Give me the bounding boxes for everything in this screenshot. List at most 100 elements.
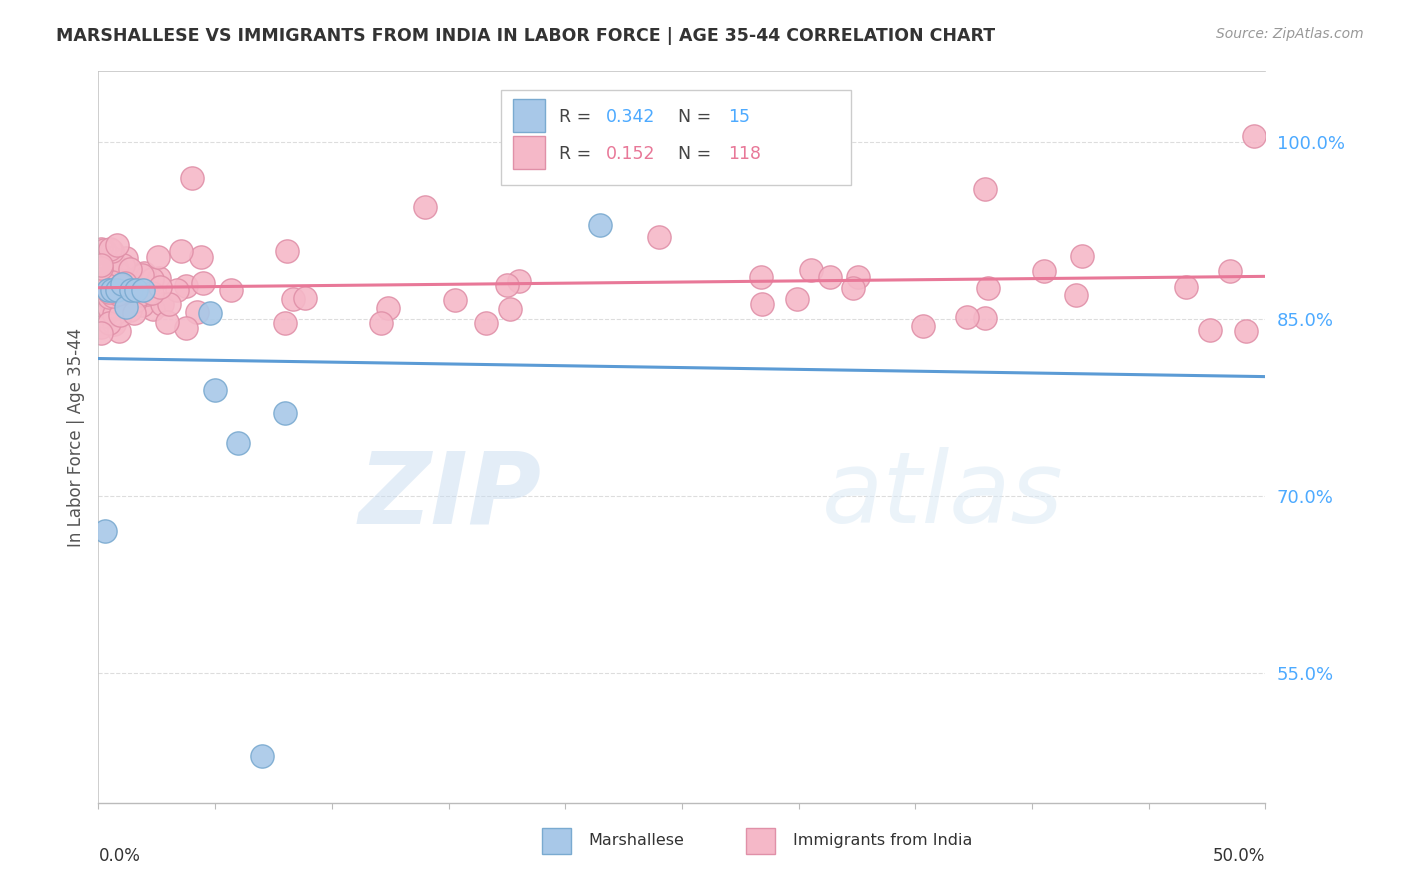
- Point: [125, 283, 148, 297]
- Text: 118: 118: [728, 145, 762, 163]
- Point: [105, 283, 128, 297]
- Point: [115, 285, 138, 300]
- Point: [191, 276, 214, 290]
- Point: [786, 293, 808, 307]
- Point: [276, 244, 298, 259]
- Point: [1066, 288, 1088, 302]
- Point: [112, 258, 135, 272]
- Point: [176, 278, 198, 293]
- Text: MARSHALLESE VS IMMIGRANTS FROM INDIA IN LABOR FORCE | AGE 35-44 CORRELATION CHAR: MARSHALLESE VS IMMIGRANTS FROM INDIA IN …: [56, 27, 995, 45]
- Point: [377, 301, 399, 315]
- Point: [97, 262, 120, 277]
- Point: [131, 298, 153, 312]
- Point: [96, 277, 118, 292]
- Point: [589, 218, 612, 232]
- Point: [107, 277, 129, 292]
- Point: [274, 407, 297, 421]
- Point: [98, 293, 121, 308]
- Point: [156, 315, 179, 329]
- Point: [174, 320, 197, 334]
- Text: Immigrants from India: Immigrants from India: [793, 833, 972, 848]
- Point: [90, 279, 112, 293]
- Text: Marshallese: Marshallese: [589, 833, 685, 848]
- Point: [142, 301, 165, 316]
- Point: [115, 301, 138, 315]
- Point: [94, 524, 117, 539]
- Point: [105, 260, 128, 274]
- Point: [157, 297, 180, 311]
- Point: [846, 269, 869, 284]
- Point: [370, 317, 392, 331]
- Point: [818, 270, 841, 285]
- Point: [1234, 324, 1257, 338]
- Point: [1219, 264, 1241, 278]
- Point: [751, 297, 773, 311]
- Point: [974, 311, 997, 326]
- Point: [107, 285, 129, 300]
- Point: [1033, 263, 1056, 277]
- Point: [141, 272, 163, 286]
- Point: [104, 301, 127, 316]
- Point: [107, 266, 129, 280]
- Point: [90, 243, 112, 257]
- Point: [122, 306, 145, 320]
- Point: [90, 260, 112, 275]
- Text: N =: N =: [679, 109, 717, 127]
- Text: R =: R =: [560, 145, 598, 163]
- Point: [101, 275, 124, 289]
- FancyBboxPatch shape: [513, 136, 546, 169]
- Point: [281, 292, 304, 306]
- Text: R =: R =: [560, 109, 598, 127]
- Text: 0.0%: 0.0%: [98, 847, 141, 864]
- Point: [91, 268, 114, 282]
- Point: [180, 170, 202, 185]
- Point: [508, 274, 530, 288]
- Point: [1175, 279, 1198, 293]
- Point: [974, 182, 997, 196]
- Point: [956, 310, 979, 324]
- Point: [186, 304, 208, 318]
- Point: [124, 285, 146, 299]
- Point: [111, 277, 134, 291]
- Point: [108, 287, 131, 301]
- Point: [977, 280, 1000, 294]
- Point: [131, 268, 153, 282]
- Point: [114, 252, 136, 266]
- Point: [912, 318, 935, 333]
- Point: [135, 269, 157, 284]
- Text: 0.152: 0.152: [606, 145, 655, 163]
- Text: N =: N =: [679, 145, 717, 163]
- FancyBboxPatch shape: [513, 99, 546, 132]
- Point: [90, 319, 112, 334]
- Point: [93, 244, 115, 258]
- Point: [120, 283, 142, 297]
- Point: [107, 286, 129, 301]
- Point: [294, 291, 316, 305]
- Point: [474, 316, 496, 330]
- Point: [134, 267, 156, 281]
- Point: [108, 324, 131, 338]
- Point: [93, 276, 115, 290]
- Point: [166, 283, 188, 297]
- Point: [647, 229, 669, 244]
- Point: [136, 285, 159, 300]
- Point: [115, 279, 138, 293]
- Point: [118, 302, 141, 317]
- Point: [842, 281, 865, 295]
- Point: [190, 250, 212, 264]
- Y-axis label: In Labor Force | Age 35-44: In Labor Force | Age 35-44: [66, 327, 84, 547]
- Point: [413, 200, 436, 214]
- Point: [1243, 129, 1265, 144]
- Point: [100, 293, 122, 308]
- Point: [100, 251, 122, 265]
- Point: [103, 317, 125, 331]
- Point: [90, 326, 112, 341]
- Point: [200, 306, 222, 320]
- Point: [97, 283, 120, 297]
- Point: [749, 270, 772, 285]
- FancyBboxPatch shape: [541, 829, 571, 854]
- Point: [499, 302, 522, 317]
- Point: [129, 282, 152, 296]
- Point: [105, 238, 128, 252]
- Point: [1071, 249, 1094, 263]
